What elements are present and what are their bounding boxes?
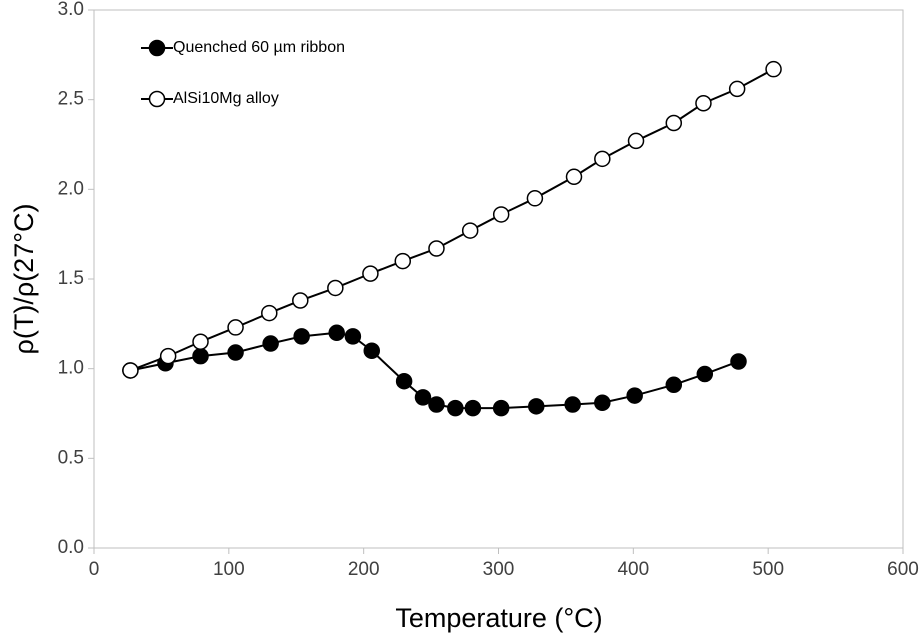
data-point xyxy=(262,335,279,352)
data-point xyxy=(565,168,583,186)
data-point xyxy=(293,328,310,345)
data-point xyxy=(227,319,244,336)
data-point xyxy=(492,206,510,223)
data-point xyxy=(261,304,278,322)
data-point xyxy=(344,328,362,345)
data-point xyxy=(328,324,345,342)
data-point xyxy=(394,252,412,270)
legend-marker xyxy=(148,90,166,108)
x-tick-label: 200 xyxy=(348,559,380,580)
y-tick-label: 2.0 xyxy=(58,178,84,199)
data-point xyxy=(594,394,611,411)
data-point xyxy=(428,240,445,257)
x-tick-label: 600 xyxy=(887,559,919,580)
data-point xyxy=(492,399,510,417)
x-tick-label: 300 xyxy=(483,559,515,580)
data-point xyxy=(665,114,683,132)
y-tick-label: 0.0 xyxy=(58,537,84,558)
series-line xyxy=(130,68,775,372)
data-point xyxy=(528,398,545,415)
y-axis-label: ρ(T)/ρ(27°C) xyxy=(9,203,39,354)
y-tick-label: 0.5 xyxy=(58,447,84,468)
x-tick-label: 400 xyxy=(617,559,649,580)
data-point xyxy=(696,365,714,383)
data-point xyxy=(192,347,209,365)
data-point xyxy=(414,389,432,406)
y-tick-label: 3.0 xyxy=(58,0,84,20)
data-point xyxy=(627,132,645,150)
data-point xyxy=(447,399,464,417)
data-point xyxy=(292,292,309,309)
x-tick-label: 0 xyxy=(89,559,100,580)
data-point xyxy=(464,399,482,417)
data-point xyxy=(695,95,712,112)
data-point xyxy=(122,362,139,379)
data-point xyxy=(765,60,782,78)
y-tick-label: 1.5 xyxy=(58,268,84,289)
data-point xyxy=(665,376,683,394)
data-point xyxy=(461,222,479,239)
data-point xyxy=(362,265,379,282)
data-point xyxy=(227,344,244,361)
data-point xyxy=(159,347,177,365)
data-point xyxy=(728,80,746,98)
data-point xyxy=(363,342,381,359)
y-tick-label: 2.5 xyxy=(58,89,84,110)
legend-label: Quenched 60 µm ribbon xyxy=(173,39,345,56)
data-point xyxy=(730,353,747,370)
legend-marker xyxy=(148,39,166,57)
data-point xyxy=(327,279,344,297)
data-point xyxy=(526,190,544,207)
x-tick-label: 100 xyxy=(213,559,245,580)
data-point xyxy=(395,372,413,390)
data-point xyxy=(626,387,643,404)
x-axis-label: Temperature (°C) xyxy=(395,603,602,633)
data-point xyxy=(564,396,581,413)
legend-label: AlSi10Mg alloy xyxy=(173,90,279,107)
data-point xyxy=(594,150,611,168)
data-point xyxy=(192,333,209,351)
x-tick-label: 500 xyxy=(752,559,784,580)
y-tick-label: 1.0 xyxy=(58,358,84,379)
data-point xyxy=(428,396,445,413)
